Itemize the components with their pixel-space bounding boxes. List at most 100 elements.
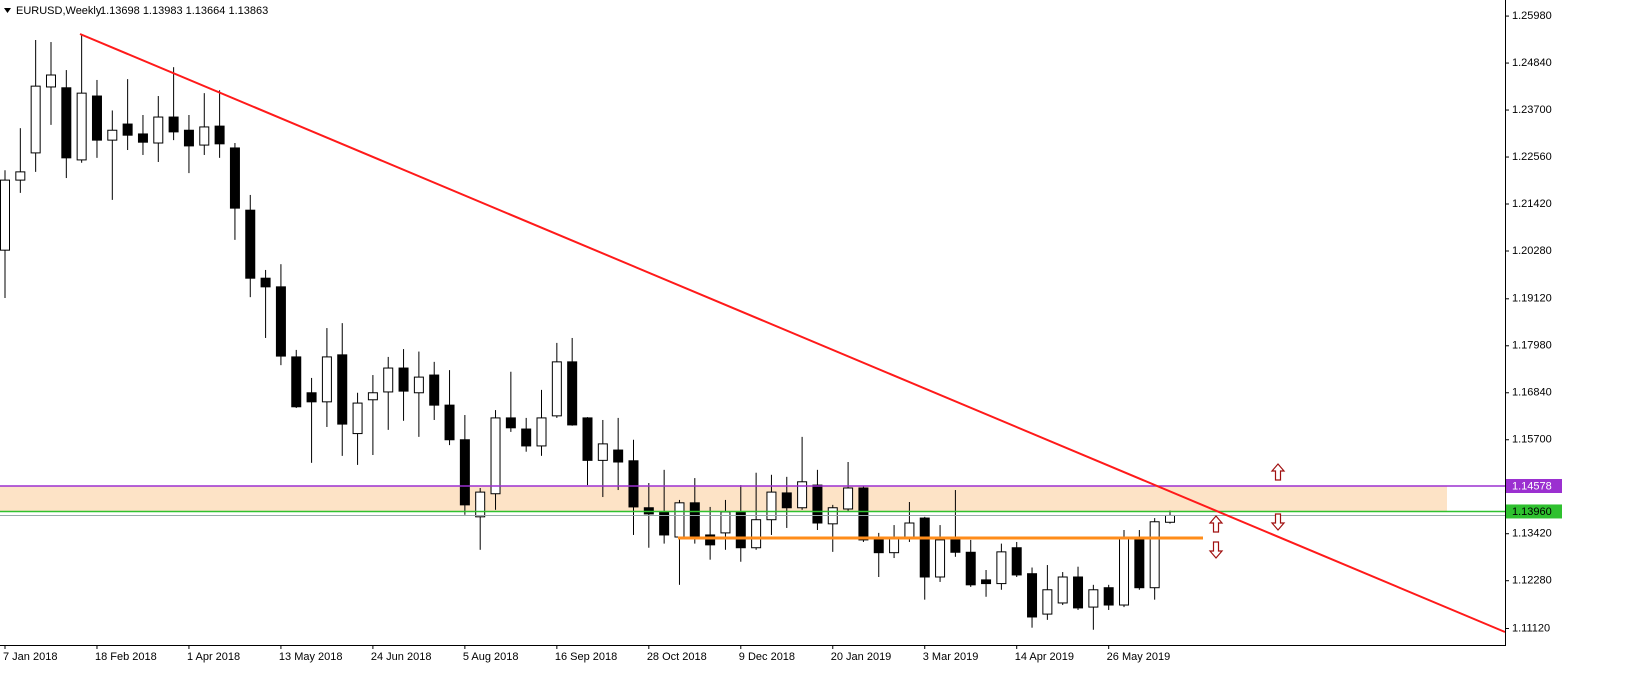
y-tick-label: 1.24840 [1512,57,1552,69]
arrow-up [1208,515,1224,533]
candle-body [91,95,102,141]
y-tick-label: 1.17980 [1512,340,1552,352]
candle-body [229,147,240,209]
candle-body [275,286,286,357]
candle-body [429,374,440,406]
candle-body [490,417,501,495]
y-tick-label: 1.16840 [1512,387,1552,399]
candle-body [797,481,808,509]
candle-body [398,367,409,392]
candle-body [536,417,547,447]
candle-body [705,534,716,546]
x-tick-label: 28 Oct 2018 [647,651,707,663]
x-tick-label: 3 Mar 2019 [923,651,979,663]
candle-body [735,511,746,549]
candle-body [766,491,777,521]
y-tick-label: 1.20280 [1512,245,1552,257]
candle-body [383,367,394,393]
x-tick-label: 18 Feb 2018 [95,651,157,663]
candle-body [965,551,976,586]
candle-body [1027,573,1038,618]
candle-body [0,179,10,251]
candle-body [858,487,869,541]
candle-body [521,428,532,447]
candle-body [337,354,348,425]
candle-body [137,133,148,143]
candle-body [567,361,578,426]
candle-body [1134,539,1145,589]
x-tick-label: 13 May 2018 [279,651,343,663]
x-tick-label: 16 Sep 2018 [555,651,617,663]
candle-body [245,209,256,279]
zone [0,485,1447,512]
candle-body [996,551,1007,585]
candle-body [674,502,685,538]
y-tick-label: 1.19120 [1512,293,1552,305]
candle-body [597,443,608,461]
candle-body [122,123,133,136]
quote-label: 1.13698 1.13983 1.13664 1.13863 [100,5,268,17]
y-tick-label: 1.12280 [1512,575,1552,587]
candle-body [1149,521,1160,589]
candle-body [15,171,26,181]
candle-body [1073,576,1084,609]
x-tick-label: 24 Jun 2018 [371,651,432,663]
arrow-down [1208,541,1224,559]
candle-body [352,402,363,435]
x-tick-label: 20 Jan 2019 [831,651,892,663]
x-tick-label: 9 Dec 2018 [739,651,795,663]
trend-line [79,33,1506,633]
zone-layer [0,485,1447,512]
candle-body [413,376,424,394]
candle-body [582,417,593,461]
candle-body [1088,589,1099,608]
candle-body [812,484,823,524]
y-tick-label: 1.23700 [1512,104,1552,116]
candle-body [889,537,900,554]
candle-body [1103,587,1114,606]
candle-body [199,126,210,146]
candle-layer [0,34,1505,630]
candle-body [935,539,946,578]
candle-body [873,539,884,554]
y-tick-label: 1.11120 [1512,622,1550,634]
candle-body [1042,589,1053,615]
price-tag-label: 1.14578 [1512,480,1552,492]
candle-body [183,129,194,147]
candle-body [505,417,516,429]
candle-body [781,492,792,509]
y-tick-label: 1.13420 [1512,528,1552,540]
y-tick-label: 1.25980 [1512,10,1552,22]
x-tick-label: 26 May 2019 [1107,651,1171,663]
candle-body [1165,514,1175,523]
candle-body [444,404,455,441]
candle-body [367,392,378,401]
candle-body [613,449,624,463]
y-tick-label: 1.22560 [1512,151,1552,163]
candle-body [214,125,225,145]
candle-body [981,579,992,585]
drawings [79,33,1506,633]
candle-body [843,487,854,510]
candle-body [61,87,72,159]
candle-body [291,356,302,408]
x-tick-label: 14 Apr 2019 [1015,651,1074,663]
price-tag [1506,504,1562,519]
x-tick-label: 1 Apr 2018 [187,651,240,663]
candle-body [628,460,639,508]
candle-body [919,517,930,578]
candle-body [551,361,562,417]
price-tag [1506,478,1562,493]
candle-body [459,439,470,506]
candle-body [904,522,915,539]
y-tick-label: 1.21420 [1512,198,1552,210]
candle-body [321,356,332,403]
candle-body [751,519,762,549]
x-tick-label: 5 Aug 2018 [463,651,519,663]
symbol-label: EURUSD,Weekly [16,5,102,17]
candle-body [153,116,164,144]
candle-body [1011,547,1022,576]
candle-body [260,277,271,288]
